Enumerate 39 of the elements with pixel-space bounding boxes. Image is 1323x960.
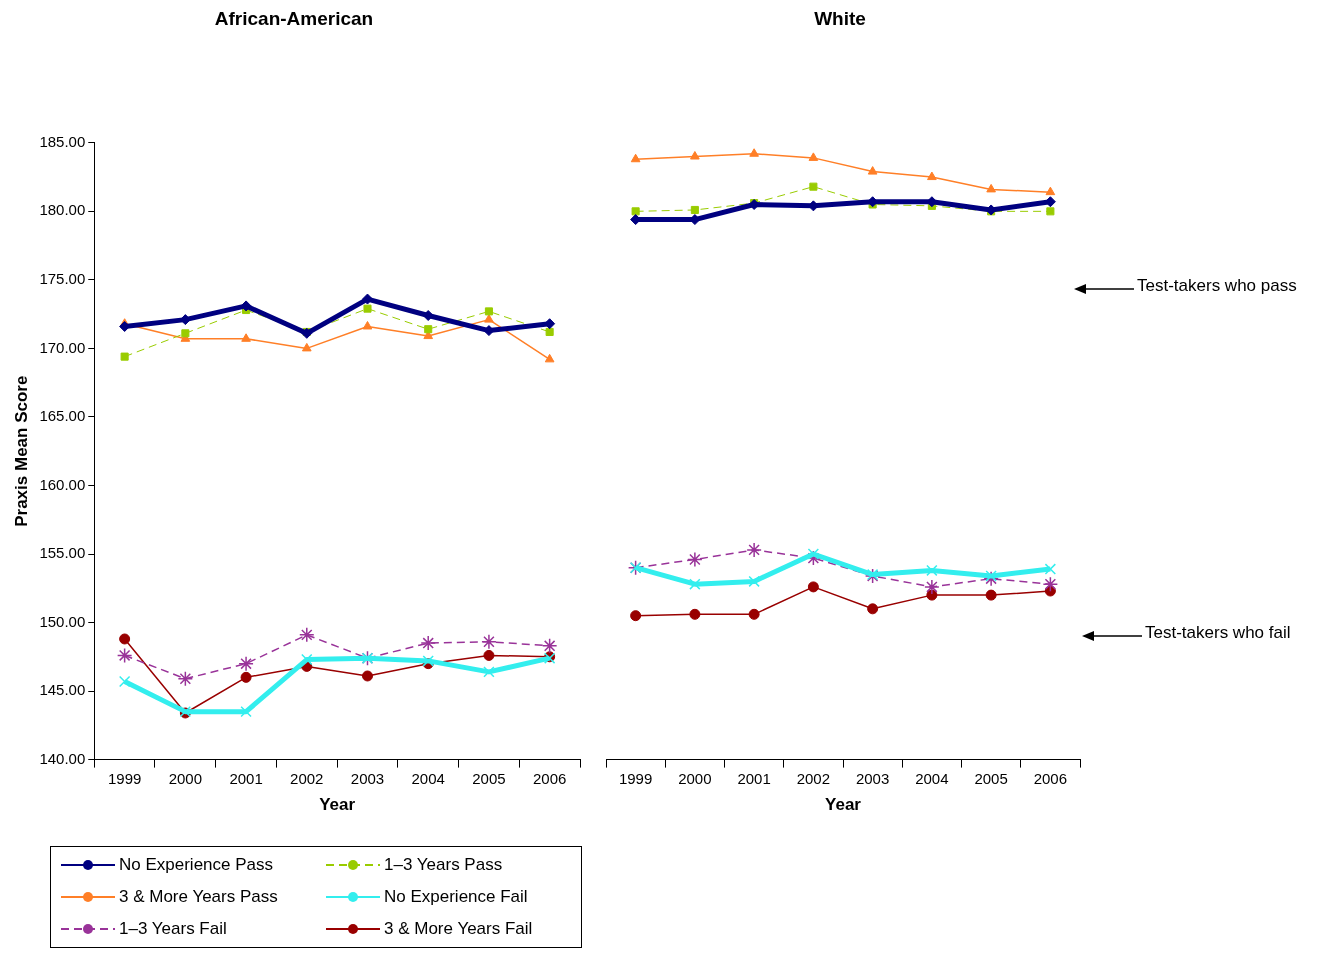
y-tick-label: 180.00 [39,201,86,219]
y-axis-title: Praxis Mean Score [11,375,31,527]
x-tick-label: 2005 [974,769,1008,787]
x-tick-label: 2004 [411,769,445,787]
x-tick-label: 2001 [737,769,771,787]
x-tick-label: 2002 [796,769,831,787]
x-tick-label: 2004 [915,769,949,787]
x-tick-label: 2006 [1033,769,1068,787]
x-tick-label: 2002 [290,769,324,787]
legend-label: 3 & More Years Pass [119,887,278,907]
x-tick-label: 2006 [532,769,567,787]
x-tick-label: 2005 [472,769,506,787]
x-tick-label: 2001 [229,769,263,787]
x-tick-label: 2000 [678,769,712,787]
chart-title: African-American [214,7,374,29]
y-tick-label: 185.00 [39,132,86,150]
x-axis-title: Year [825,795,862,815]
y-tick-label: 150.00 [39,612,86,630]
legend-label: 1–3 Years Pass [384,855,503,875]
y-tick-label: 140.00 [39,749,86,767]
legend-label: No Experience Fail [384,887,528,907]
text: Test-takers who fail [1145,623,1291,643]
x-tick-label: 1999 [618,769,653,787]
x-axis-title: Year [319,795,356,815]
y-tick-label: 160.00 [39,475,86,493]
text: Test-takers who pass [1137,276,1297,296]
chart-title: White [814,7,866,29]
y-tick-label: 175.00 [39,270,86,288]
y-tick-label: 145.00 [39,681,86,699]
legend-label: 1–3 Years Fail [119,919,227,939]
x-tick-label: 2003 [350,769,385,787]
x-tick-label: 2000 [168,769,203,787]
legend-label: 3 & More Years Fail [384,919,533,939]
y-tick-label: 170.00 [39,338,86,356]
legend-label: No Experience Pass [119,855,274,875]
x-tick-label: 1999 [107,769,142,787]
y-tick-label: 165.00 [39,407,86,425]
y-tick-label: 155.00 [39,544,86,562]
x-tick-label: 2003 [855,769,890,787]
